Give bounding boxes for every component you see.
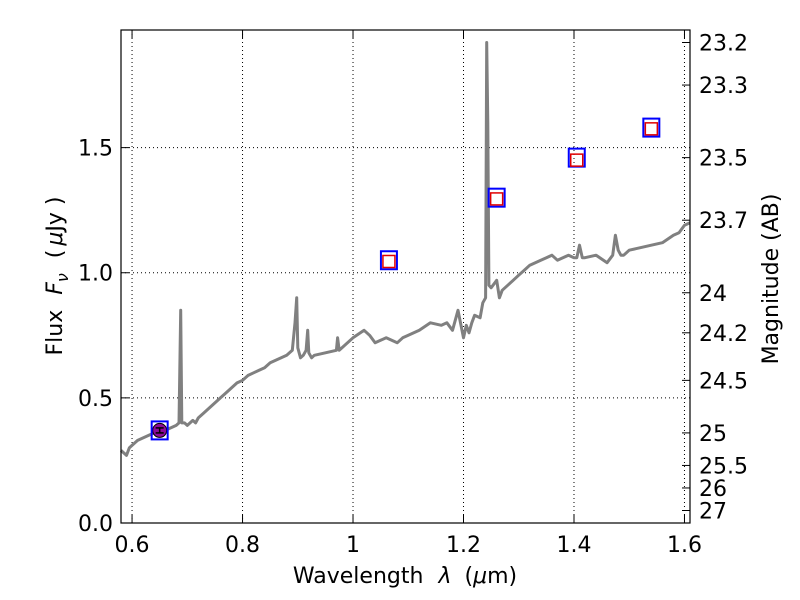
y2-tick-label: 23.3 <box>699 74 748 99</box>
y-axis-title-symbol: F <box>43 282 68 295</box>
y2-tick-label: 25 <box>699 422 727 447</box>
x-axis-title-symbol: λ <box>437 564 451 589</box>
y-axis-title-unit-open: ( <box>43 250 68 259</box>
model-square <box>379 250 398 271</box>
spectrum-layer <box>119 41 691 457</box>
x-tick-label: 1.4 <box>556 533 591 558</box>
marker-layer <box>150 117 661 441</box>
x-axis-title-unit-open: ( <box>464 564 473 589</box>
x-tick-label: 1 <box>346 533 360 558</box>
x-tick-label: 1.6 <box>667 533 702 558</box>
y-axis-title-unit-close: Jy ) <box>43 196 68 233</box>
y-axis-title-unit-mu: μ <box>43 232 68 247</box>
x-axis-title-unit-close: m) <box>487 564 517 589</box>
model-square <box>642 117 661 138</box>
y2-axis-title: Magnitude (AB) <box>759 194 784 365</box>
y2-tick-label: 26 <box>699 477 727 502</box>
predicted-square <box>644 122 659 136</box>
y2-tick-label: 24 <box>699 282 727 307</box>
y2-tick-label: 23.7 <box>699 209 748 234</box>
tick-layer: 0.6 0.8 1 1.2 1.4 1.6 0.0 0.5 1.0 1.5 23.2 23.3 23.5… <box>78 30 748 558</box>
predicted-square <box>570 153 584 167</box>
model-square <box>487 187 506 208</box>
predicted-square <box>382 254 396 269</box>
predicted-square <box>489 192 504 206</box>
x-tick-label: 0.8 <box>225 533 260 558</box>
y-axis-title-subscript: ν <box>53 273 72 282</box>
y2-tick-label: 24.2 <box>699 322 748 347</box>
y-tick-label: 1.0 <box>78 262 113 287</box>
x-axis-title-text: Wavelength <box>293 564 424 589</box>
y-axis-title-text: Flux <box>43 310 68 356</box>
y2-tick-label: 25.5 <box>699 454 748 479</box>
x-axis-title-unit-mu: μ <box>472 564 487 589</box>
spectrum-line <box>119 41 691 457</box>
y-axis-title: Flux Fν ( μJy ) <box>43 196 74 355</box>
plot-frame <box>120 29 691 524</box>
y-tick-label: 0.0 <box>78 512 113 537</box>
x-tick-label: 0.6 <box>115 533 150 558</box>
y-tick-label: 0.5 <box>78 387 113 412</box>
grid-layer <box>121 30 690 523</box>
y2-tick-label: 24.5 <box>699 369 748 394</box>
y2-tick-label: 27 <box>699 499 727 524</box>
y2-tick-label: 23.2 <box>699 32 748 57</box>
x-axis-title: Wavelength λ (μm) <box>293 564 517 589</box>
y-tick-label: 1.5 <box>78 137 113 162</box>
model-square <box>150 420 169 441</box>
x-tick-label: 1.2 <box>446 533 481 558</box>
y2-tick-label: 23.5 <box>699 147 748 172</box>
